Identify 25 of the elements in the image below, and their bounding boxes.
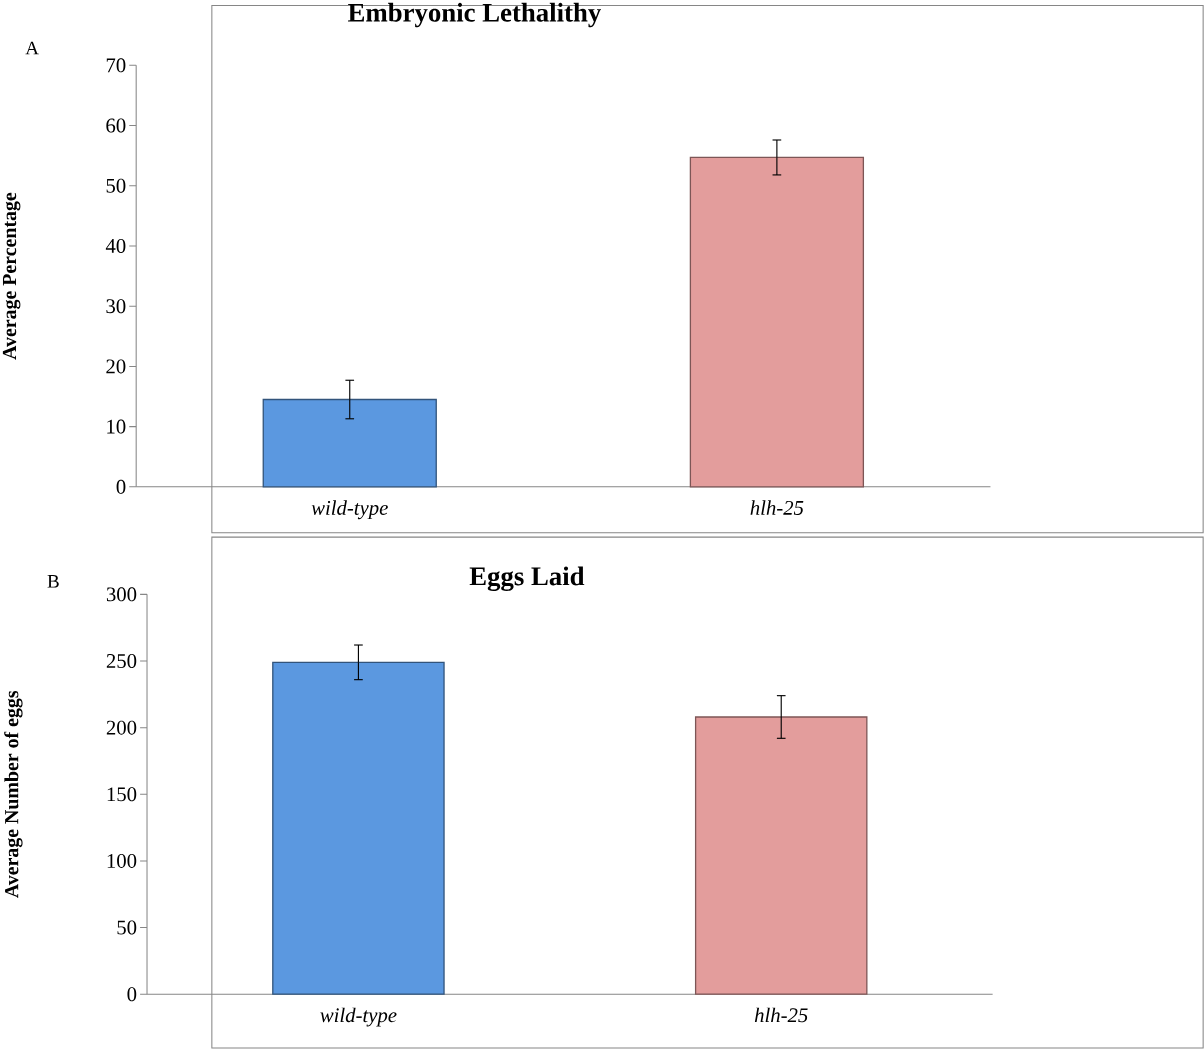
chart-title: Eggs Laid (469, 566, 585, 592)
text: A (25, 41, 39, 55)
y-tick-label: 0 (116, 479, 126, 494)
y-tick-label: 70 (106, 58, 126, 73)
y-tick-label: 30 (106, 299, 126, 314)
y-tick-label: 50 (117, 920, 137, 935)
y-axis-title: Average Percentage (2, 192, 21, 360)
x-tick-label: hlh-25 (754, 1007, 808, 1023)
y-tick-label: 40 (105, 239, 126, 254)
y-axis-title: Average Number of eggs (4, 691, 23, 899)
text: B (47, 575, 59, 588)
y-tick-label: 0 (127, 987, 137, 1002)
chart-title: Embryonic Lethalithy (348, 2, 601, 28)
x-tick-label: hlh-25 (750, 500, 804, 515)
y-tick-label: 10 (107, 419, 126, 434)
x-tick-label: wild-type (311, 500, 388, 520)
y-tick-label: 200 (106, 720, 137, 735)
y-tick-label: 20 (106, 359, 126, 374)
y-tick-label: 50 (106, 178, 126, 193)
y-tick-label: 300 (106, 587, 137, 602)
y-tick-label: 100 (107, 853, 137, 868)
y-tick-label: 60 (106, 118, 126, 133)
x-tick-label: wild-type (320, 1007, 397, 1027)
y-tick-label: 250 (106, 654, 137, 669)
y-tick-label: 150 (107, 787, 137, 802)
